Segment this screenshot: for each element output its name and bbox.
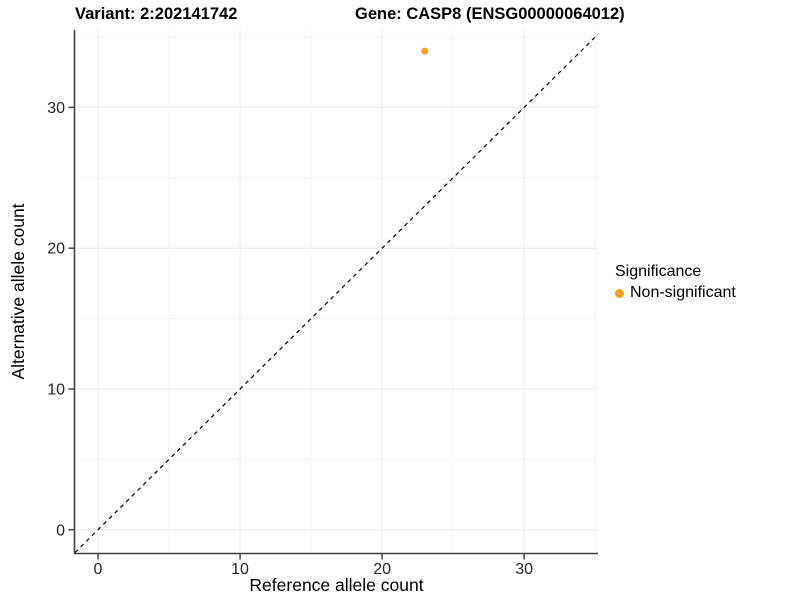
y-tick-label: 20 [47,241,65,258]
plot-title-variant: Variant: 2:202141742 [75,5,238,23]
plot-title-gene: Gene: CASP8 (ENSG00000064012) [355,5,625,23]
y-tick-label: 10 [47,381,65,398]
legend-title: Significance [615,263,702,280]
x-tick-label: 10 [231,561,249,578]
identity-dashed-line [74,33,599,554]
x-tick-label: 30 [515,561,533,578]
y-tick-label: 0 [56,522,65,539]
legend-point-icon [615,288,624,298]
y-axis-title: Alternative allele count [8,203,28,379]
legend-item-non-significant: Non-significant [615,284,736,302]
legend-item-label: Non-significant [630,284,736,301]
data-point [421,47,429,55]
legend: Significance Non-significant [615,263,736,302]
x-tick-label: 0 [94,561,103,578]
y-tick-label: 30 [47,100,65,117]
x-tick-label: 20 [373,561,391,578]
x-axis-title: Reference allele count [249,575,423,595]
